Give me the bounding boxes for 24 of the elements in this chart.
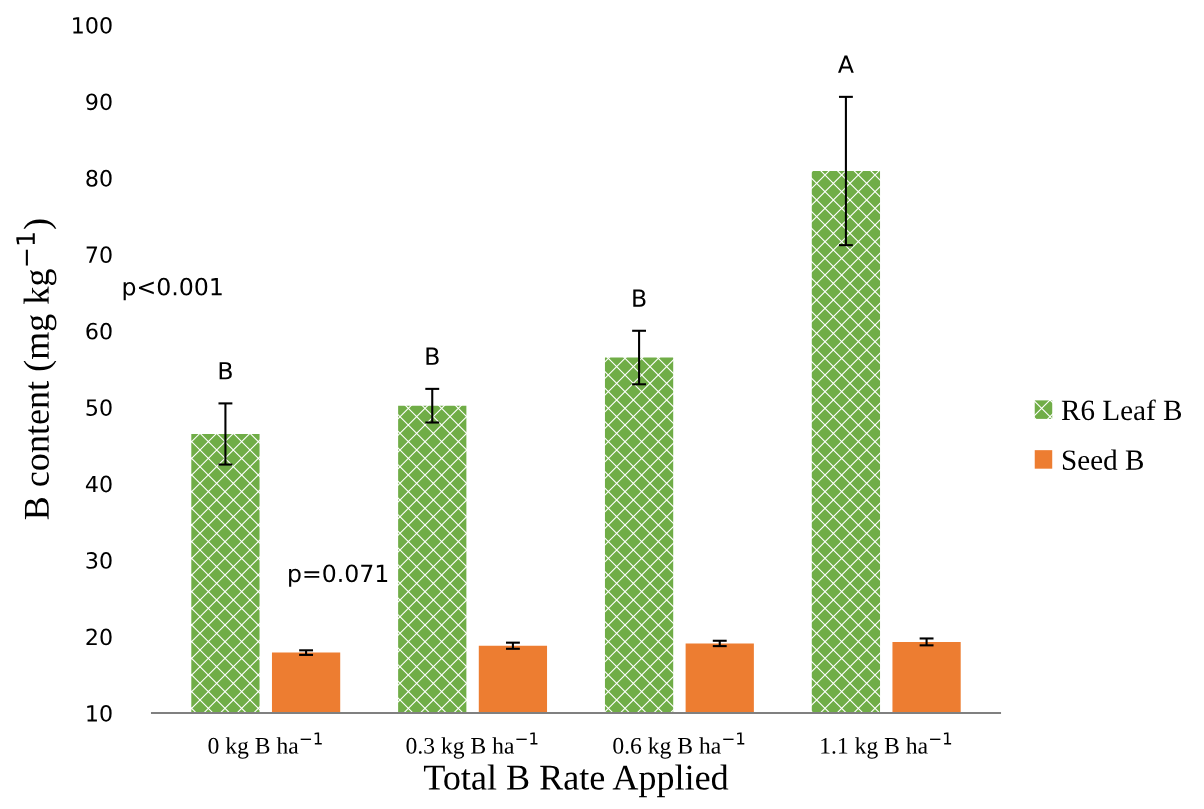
- x-tick-label: 0 kg B ha$^{−1}$: [208, 732, 322, 759]
- y-axis-title: B content (mg kg$^{−1}$): [16, 219, 57, 520]
- y-tick-label: 90: [86, 93, 112, 111]
- y-tick-label: 60: [86, 322, 112, 340]
- annotation: A: [838, 55, 854, 73]
- annotation: B: [426, 347, 439, 365]
- annotation: B: [219, 362, 232, 380]
- x-tick-label: 0.3 kg B ha$^{−1}$: [406, 732, 538, 759]
- legend-label: R6 Leaf B: [1061, 399, 1182, 421]
- x-axis-title: Total B Rate Applied: [423, 764, 729, 798]
- y-tick-label: 10: [87, 704, 112, 722]
- annotation: p=0.071: [289, 564, 388, 587]
- annotation: B: [633, 289, 646, 307]
- x-tick-label: 0.6 kg B ha$^{−1}$: [613, 732, 745, 759]
- y-tick-label: 80: [86, 169, 112, 187]
- y-tick-label: 20: [86, 628, 112, 646]
- x-tick-label: 1.1 kg B ha$^{−1}$: [821, 732, 952, 759]
- y-tick-label: 100: [73, 16, 112, 34]
- y-tick-label: 70: [86, 246, 112, 264]
- y-tick-label: 50: [86, 399, 112, 416]
- annotation: p<0.001: [123, 277, 222, 301]
- y-tick-label: 40: [85, 475, 112, 493]
- y-tick-label: 30: [86, 552, 112, 569]
- legend-label: Seed B: [1062, 449, 1143, 470]
